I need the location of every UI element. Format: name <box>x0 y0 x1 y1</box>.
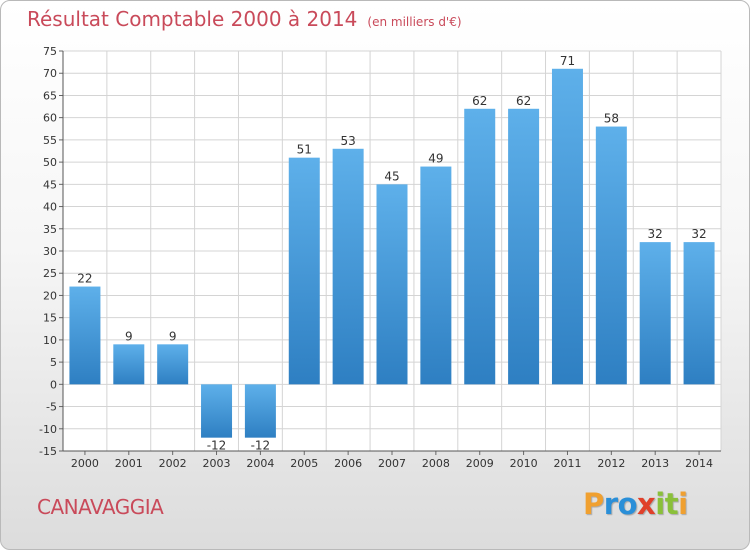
data-label: -12 <box>251 439 271 453</box>
bar <box>201 384 233 438</box>
bar <box>595 126 627 385</box>
y-tick-label: 55 <box>43 134 57 147</box>
bar <box>69 286 101 385</box>
y-tick-label: 40 <box>43 201 57 214</box>
y-tick-label: 10 <box>43 334 57 347</box>
y-tick-label: 20 <box>43 289 57 302</box>
bar <box>551 68 583 385</box>
y-tick-label: 45 <box>43 178 57 191</box>
bar <box>376 184 408 385</box>
bar <box>244 384 276 438</box>
brand-letter: i <box>655 487 665 521</box>
brand-letter: P <box>583 487 604 521</box>
bar <box>420 166 452 385</box>
data-label: 51 <box>297 143 312 157</box>
data-label: 71 <box>560 54 575 68</box>
x-tick-label: 2008 <box>422 457 450 470</box>
brand-letter: i <box>678 487 688 521</box>
brand-letter: t <box>664 487 679 521</box>
y-tick-label: 25 <box>43 267 57 280</box>
y-tick-label: 15 <box>43 312 57 325</box>
y-tick-label: -10 <box>39 423 57 436</box>
bar <box>113 344 145 385</box>
y-tick-label: 50 <box>43 156 57 169</box>
x-tick-label: 2009 <box>466 457 494 470</box>
bar <box>508 108 540 385</box>
bar <box>683 242 715 385</box>
bar <box>464 108 496 385</box>
chart-title-text: Résultat Comptable 2000 à 2014 <box>27 7 358 31</box>
x-tick-label: 2003 <box>203 457 231 470</box>
y-tick-label: -5 <box>46 401 57 414</box>
data-label: 32 <box>648 227 663 241</box>
data-label: 22 <box>77 272 92 286</box>
commune-name: CANAVAGGIA <box>37 495 164 519</box>
data-label: 58 <box>604 112 619 126</box>
x-tick-label: 2006 <box>334 457 362 470</box>
proxiti-logo: Proxiti <box>583 487 688 521</box>
data-label: 49 <box>428 152 443 166</box>
y-tick-label: -15 <box>39 445 57 458</box>
bar <box>639 242 671 385</box>
x-tick-label: 2012 <box>597 457 625 470</box>
x-tick-label: 2007 <box>378 457 406 470</box>
bar <box>157 344 189 385</box>
x-tick-label: 2002 <box>159 457 187 470</box>
y-tick-label: 60 <box>43 112 57 125</box>
x-tick-label: 2011 <box>553 457 581 470</box>
data-label: 9 <box>125 329 133 343</box>
bar <box>288 157 320 385</box>
x-tick-label: 2013 <box>641 457 669 470</box>
data-label: 45 <box>384 169 399 183</box>
data-label: 62 <box>516 94 531 108</box>
unit-note: (en milliers d'€) <box>367 15 462 29</box>
y-tick-label: 35 <box>43 223 57 236</box>
brand-letter: o <box>617 487 638 521</box>
data-label: 9 <box>169 329 177 343</box>
y-tick-label: 30 <box>43 245 57 258</box>
x-tick-label: 2005 <box>290 457 318 470</box>
data-label: -12 <box>207 439 227 453</box>
data-label: 62 <box>472 94 487 108</box>
x-tick-label: 2014 <box>685 457 713 470</box>
x-tick-label: 2001 <box>115 457 143 470</box>
y-tick-label: 65 <box>43 89 57 102</box>
y-tick-label: 75 <box>43 45 57 58</box>
chart-title: Résultat Comptable 2000 à 2014 (en millie… <box>27 7 462 31</box>
bar <box>332 148 364 385</box>
x-tick-label: 2004 <box>246 457 274 470</box>
x-tick-label: 2000 <box>71 457 99 470</box>
y-tick-label: 70 <box>43 67 57 80</box>
data-label: 53 <box>340 134 355 148</box>
data-label: 32 <box>691 227 706 241</box>
brand-letter: r <box>603 487 618 521</box>
y-tick-label: 0 <box>50 378 57 391</box>
y-tick-label: 5 <box>50 356 57 369</box>
x-tick-label: 2010 <box>510 457 538 470</box>
brand-letter: x <box>637 487 656 521</box>
